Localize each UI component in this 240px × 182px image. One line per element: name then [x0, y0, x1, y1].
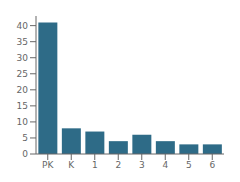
svg-text:K: K [68, 160, 75, 170]
svg-text:2: 2 [115, 160, 121, 170]
svg-text:5: 5 [186, 160, 192, 170]
svg-text:5: 5 [22, 133, 28, 143]
svg-text:10: 10 [17, 117, 29, 127]
svg-text:4: 4 [162, 160, 168, 170]
svg-text:20: 20 [17, 85, 29, 95]
svg-text:40: 40 [17, 21, 29, 31]
svg-text:25: 25 [17, 69, 28, 79]
svg-text:35: 35 [17, 37, 28, 47]
svg-text:30: 30 [17, 53, 29, 63]
svg-text:1: 1 [92, 160, 98, 170]
svg-text:15: 15 [17, 101, 28, 111]
svg-text:6: 6 [209, 160, 215, 170]
svg-text:PK: PK [42, 160, 54, 170]
svg-text:3: 3 [139, 160, 145, 170]
svg-text:0: 0 [22, 149, 28, 159]
